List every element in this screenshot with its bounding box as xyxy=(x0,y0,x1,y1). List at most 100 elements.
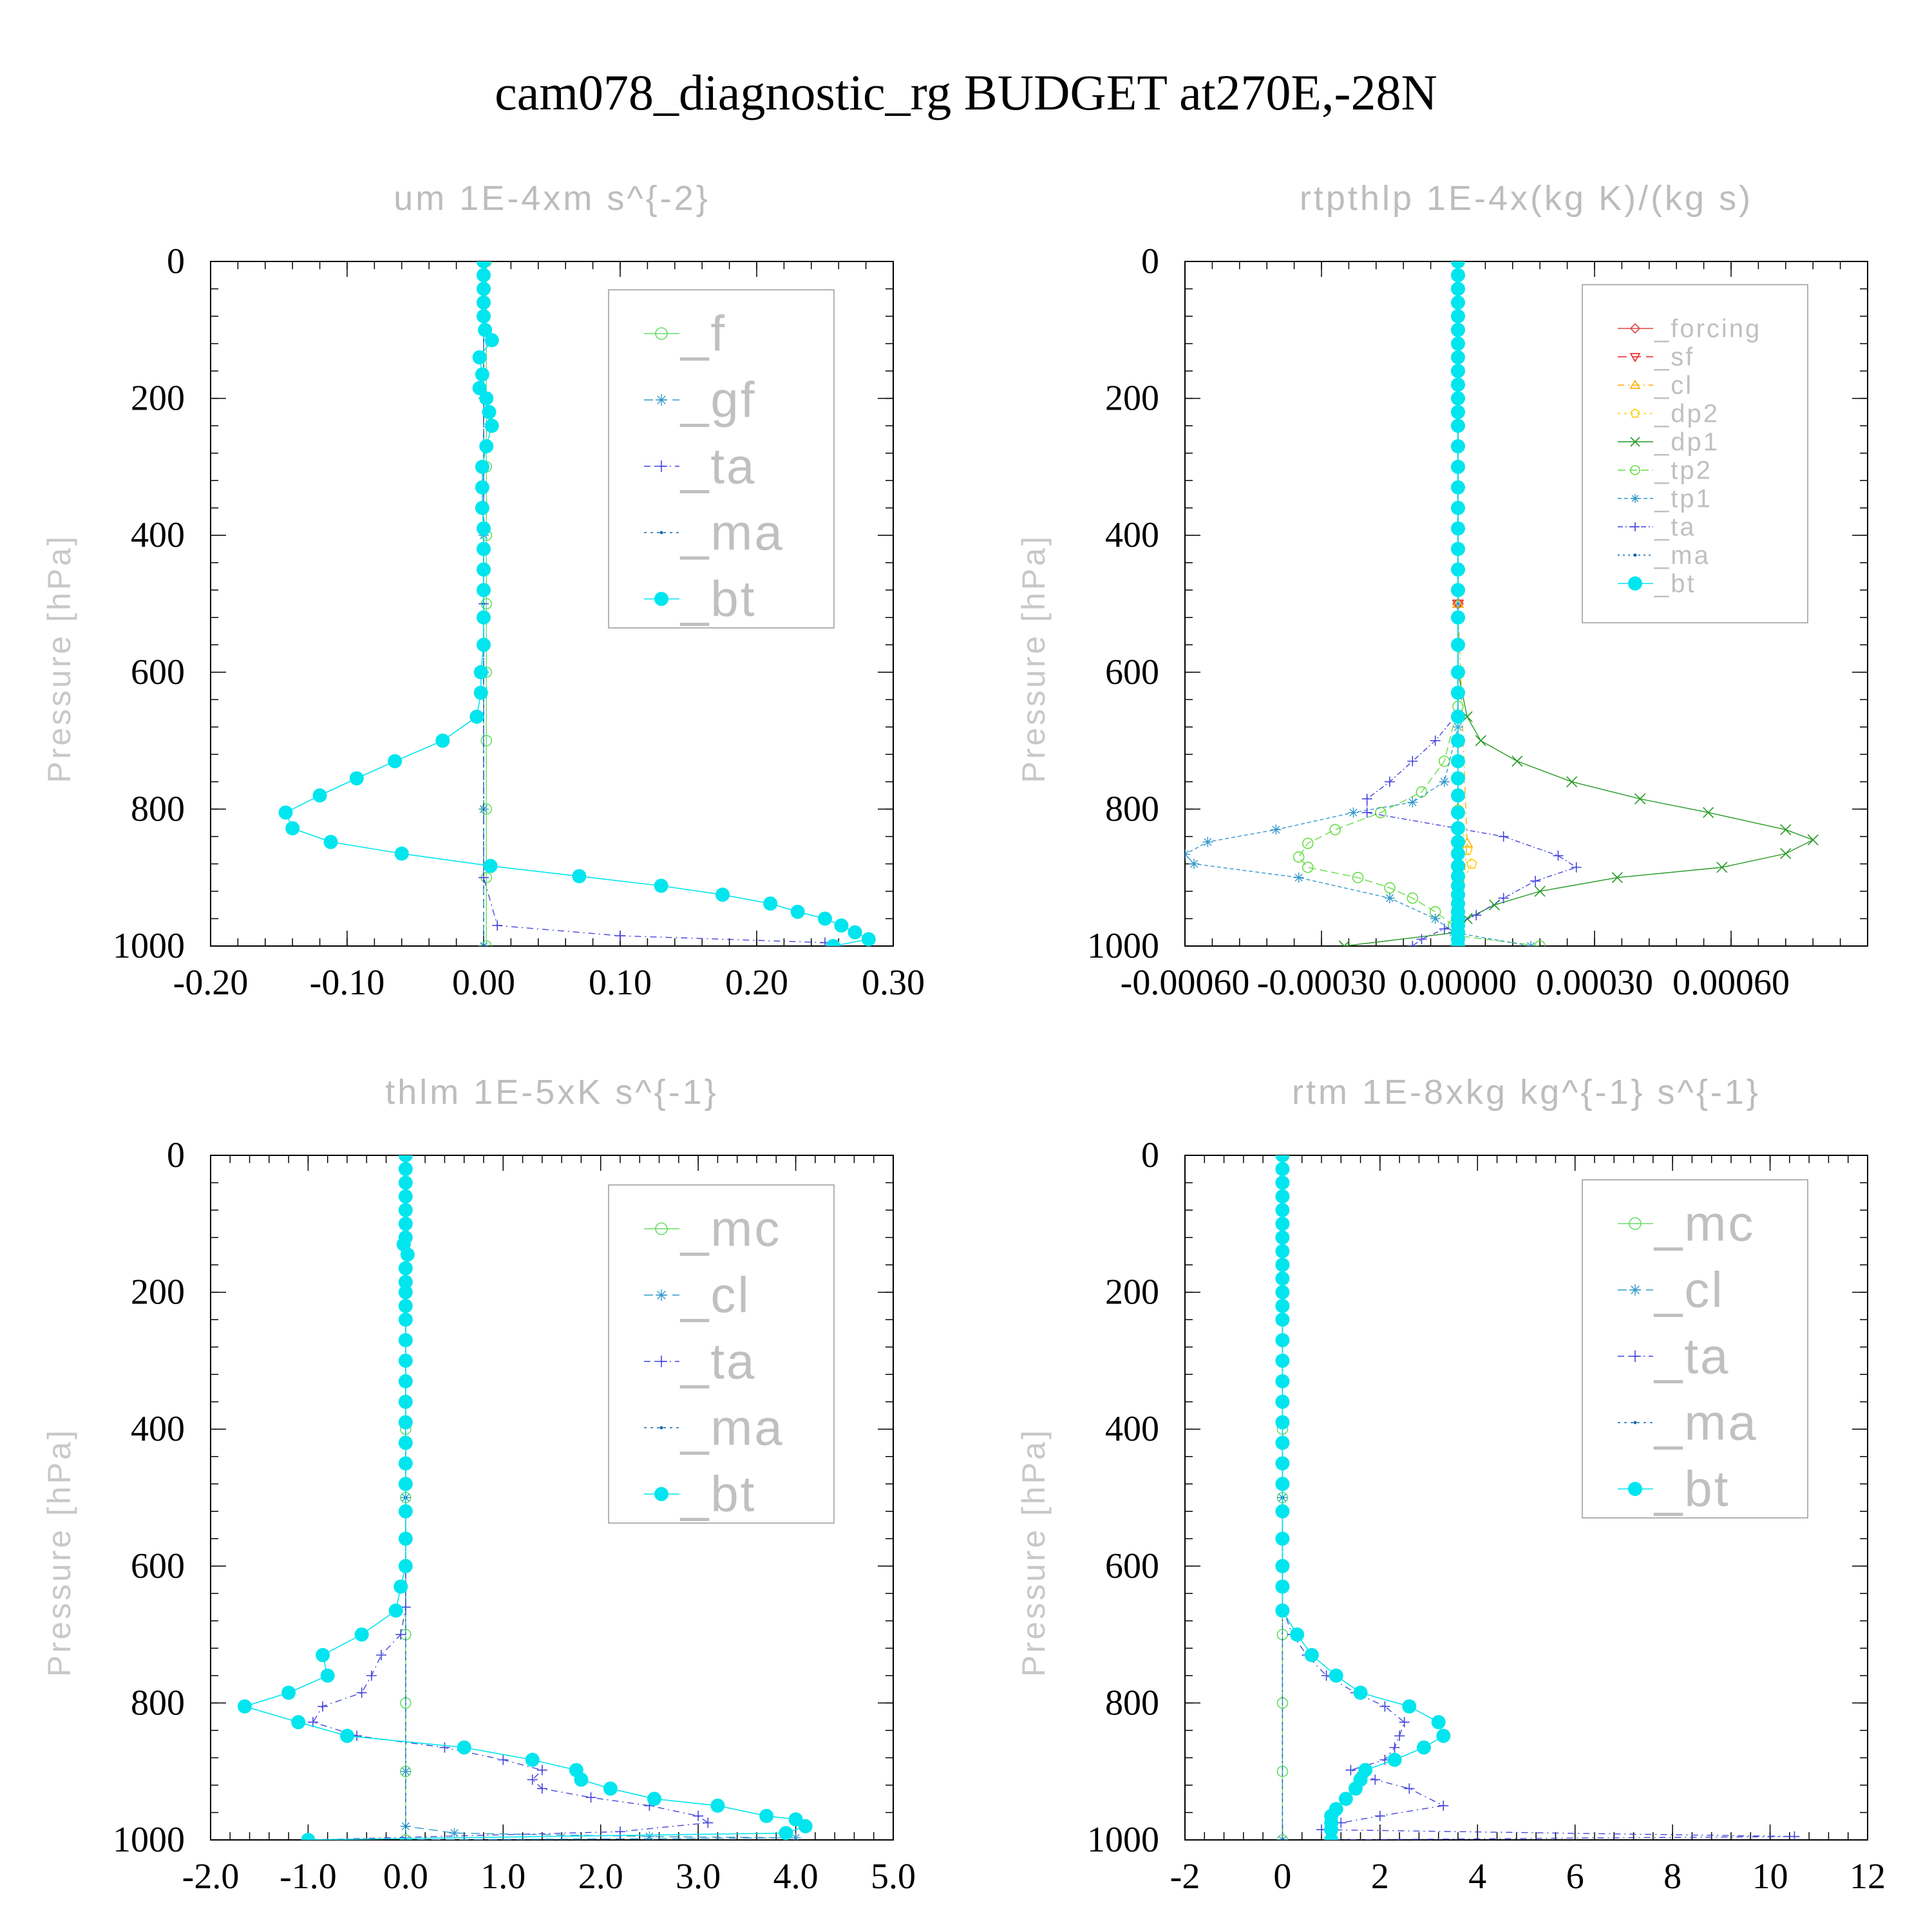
data-point xyxy=(1431,1715,1446,1730)
data-point xyxy=(790,1832,801,1840)
data-point xyxy=(308,1717,318,1728)
data-point xyxy=(477,610,491,625)
x-tick-label: -0.10 xyxy=(310,963,385,1003)
data-point xyxy=(1451,805,1465,820)
data-point xyxy=(472,381,487,395)
data-point xyxy=(1271,824,1282,835)
x-tick-label: -0.00030 xyxy=(1257,963,1387,1003)
series-group xyxy=(278,261,876,946)
data-point xyxy=(1389,1742,1400,1753)
data-point xyxy=(398,1374,413,1388)
y-tick-label: 400 xyxy=(131,515,185,555)
data-point xyxy=(703,1817,714,1828)
data-point xyxy=(790,904,805,919)
data-point xyxy=(1498,831,1509,842)
data-point xyxy=(1338,1792,1353,1806)
y-axis-label: Pressure [hPa] xyxy=(41,534,77,783)
data-point xyxy=(1275,1374,1290,1388)
data-point xyxy=(1451,583,1465,598)
data-point xyxy=(1275,1353,1290,1368)
data-point xyxy=(1716,862,1728,873)
legend-swatch-marker xyxy=(1631,522,1640,531)
legend-entry-ma: _ma xyxy=(1654,542,1710,570)
data-point xyxy=(1361,807,1372,818)
data-point xyxy=(1439,923,1450,934)
y-tick-label: 200 xyxy=(131,1273,185,1312)
legend-entry-ma: _ma xyxy=(679,504,784,561)
data-point xyxy=(398,1531,413,1546)
data-point xyxy=(644,1831,655,1840)
chart-panel-2: rtpthlp 1E-4x(kg K)/(kg s) Pressure [hPa]… xyxy=(1016,179,1868,1003)
data-point xyxy=(398,1394,413,1409)
data-point xyxy=(320,1668,335,1683)
x-tick-label: 2 xyxy=(1371,1857,1389,1897)
x-tick-label: 2.0 xyxy=(578,1857,623,1897)
data-point xyxy=(1404,1783,1415,1794)
series-group xyxy=(1185,261,1819,946)
data-point xyxy=(1385,893,1395,904)
series-line-tp2 xyxy=(1298,261,1540,946)
x-tick-label: -1.0 xyxy=(279,1857,337,1897)
data-point xyxy=(1451,281,1465,296)
legend-swatch-marker xyxy=(659,1426,663,1430)
data-point xyxy=(484,419,499,433)
data-point xyxy=(798,1819,813,1833)
data-point xyxy=(317,1701,328,1712)
data-point xyxy=(654,878,668,893)
series-markers-tp2 xyxy=(1293,261,1546,946)
data-point xyxy=(1348,807,1359,818)
data-point xyxy=(603,1781,618,1796)
data-point xyxy=(1451,562,1465,577)
data-point xyxy=(1275,1456,1290,1471)
y-tick-label: 400 xyxy=(1105,1409,1159,1449)
data-point xyxy=(615,931,625,942)
data-point xyxy=(477,583,491,598)
series-markers-ta xyxy=(1361,261,1582,946)
figure-title: cam078_diagnostic_rg BUDGET at270E,-28N xyxy=(495,64,1437,120)
series-markers-bt xyxy=(1275,1155,1451,1840)
legend-swatch-marker xyxy=(654,1487,668,1501)
data-point xyxy=(834,918,849,933)
data-point xyxy=(398,1415,413,1430)
data-point xyxy=(349,771,364,786)
data-point xyxy=(1571,862,1582,873)
y-tick-label: 0 xyxy=(167,1135,185,1175)
x-tick-label: -0.20 xyxy=(173,963,249,1003)
data-point xyxy=(1530,876,1541,887)
data-point xyxy=(1185,849,1190,860)
data-point xyxy=(398,1285,413,1300)
legend-swatch-marker xyxy=(1629,353,1641,363)
x-tick-label: 8 xyxy=(1663,1857,1681,1897)
data-point xyxy=(1553,850,1564,861)
data-point xyxy=(1451,734,1465,748)
data-point xyxy=(1275,1189,1290,1204)
x-tick-label: 0.30 xyxy=(862,963,925,1003)
data-point xyxy=(395,1629,406,1640)
data-point xyxy=(1451,391,1465,406)
data-point xyxy=(1379,1701,1390,1712)
data-point xyxy=(1275,1155,1290,1162)
data-point xyxy=(1451,610,1465,625)
data-point xyxy=(479,391,494,406)
data-point xyxy=(477,281,491,296)
series-line-ta xyxy=(308,1155,710,1840)
y-tick-label: 0 xyxy=(167,242,185,281)
legend-swatch-marker xyxy=(1630,437,1640,447)
legend: _forcing_sf_cl_dp2_dp1_tp2_tp1_ta_ma_bt xyxy=(1582,284,1808,623)
data-point xyxy=(1275,1579,1290,1594)
y-tick-label: 800 xyxy=(1105,789,1159,829)
legend-entry-tp2: _tp2 xyxy=(1654,457,1712,485)
data-point xyxy=(1475,735,1486,746)
legend-entry-mc: _mc xyxy=(679,1200,781,1257)
x-tick-label: 5.0 xyxy=(871,1857,916,1897)
y-tick-label: 200 xyxy=(1105,1273,1159,1312)
data-point xyxy=(477,268,491,283)
data-point xyxy=(1451,835,1465,849)
data-point xyxy=(1275,1531,1290,1546)
legend-entry-ta: _ta xyxy=(1654,513,1696,542)
legend-box xyxy=(1582,284,1808,623)
data-point xyxy=(1417,1740,1431,1755)
legend-entry-cl: _cl xyxy=(1653,1262,1725,1318)
series-group xyxy=(1275,1155,1800,1840)
